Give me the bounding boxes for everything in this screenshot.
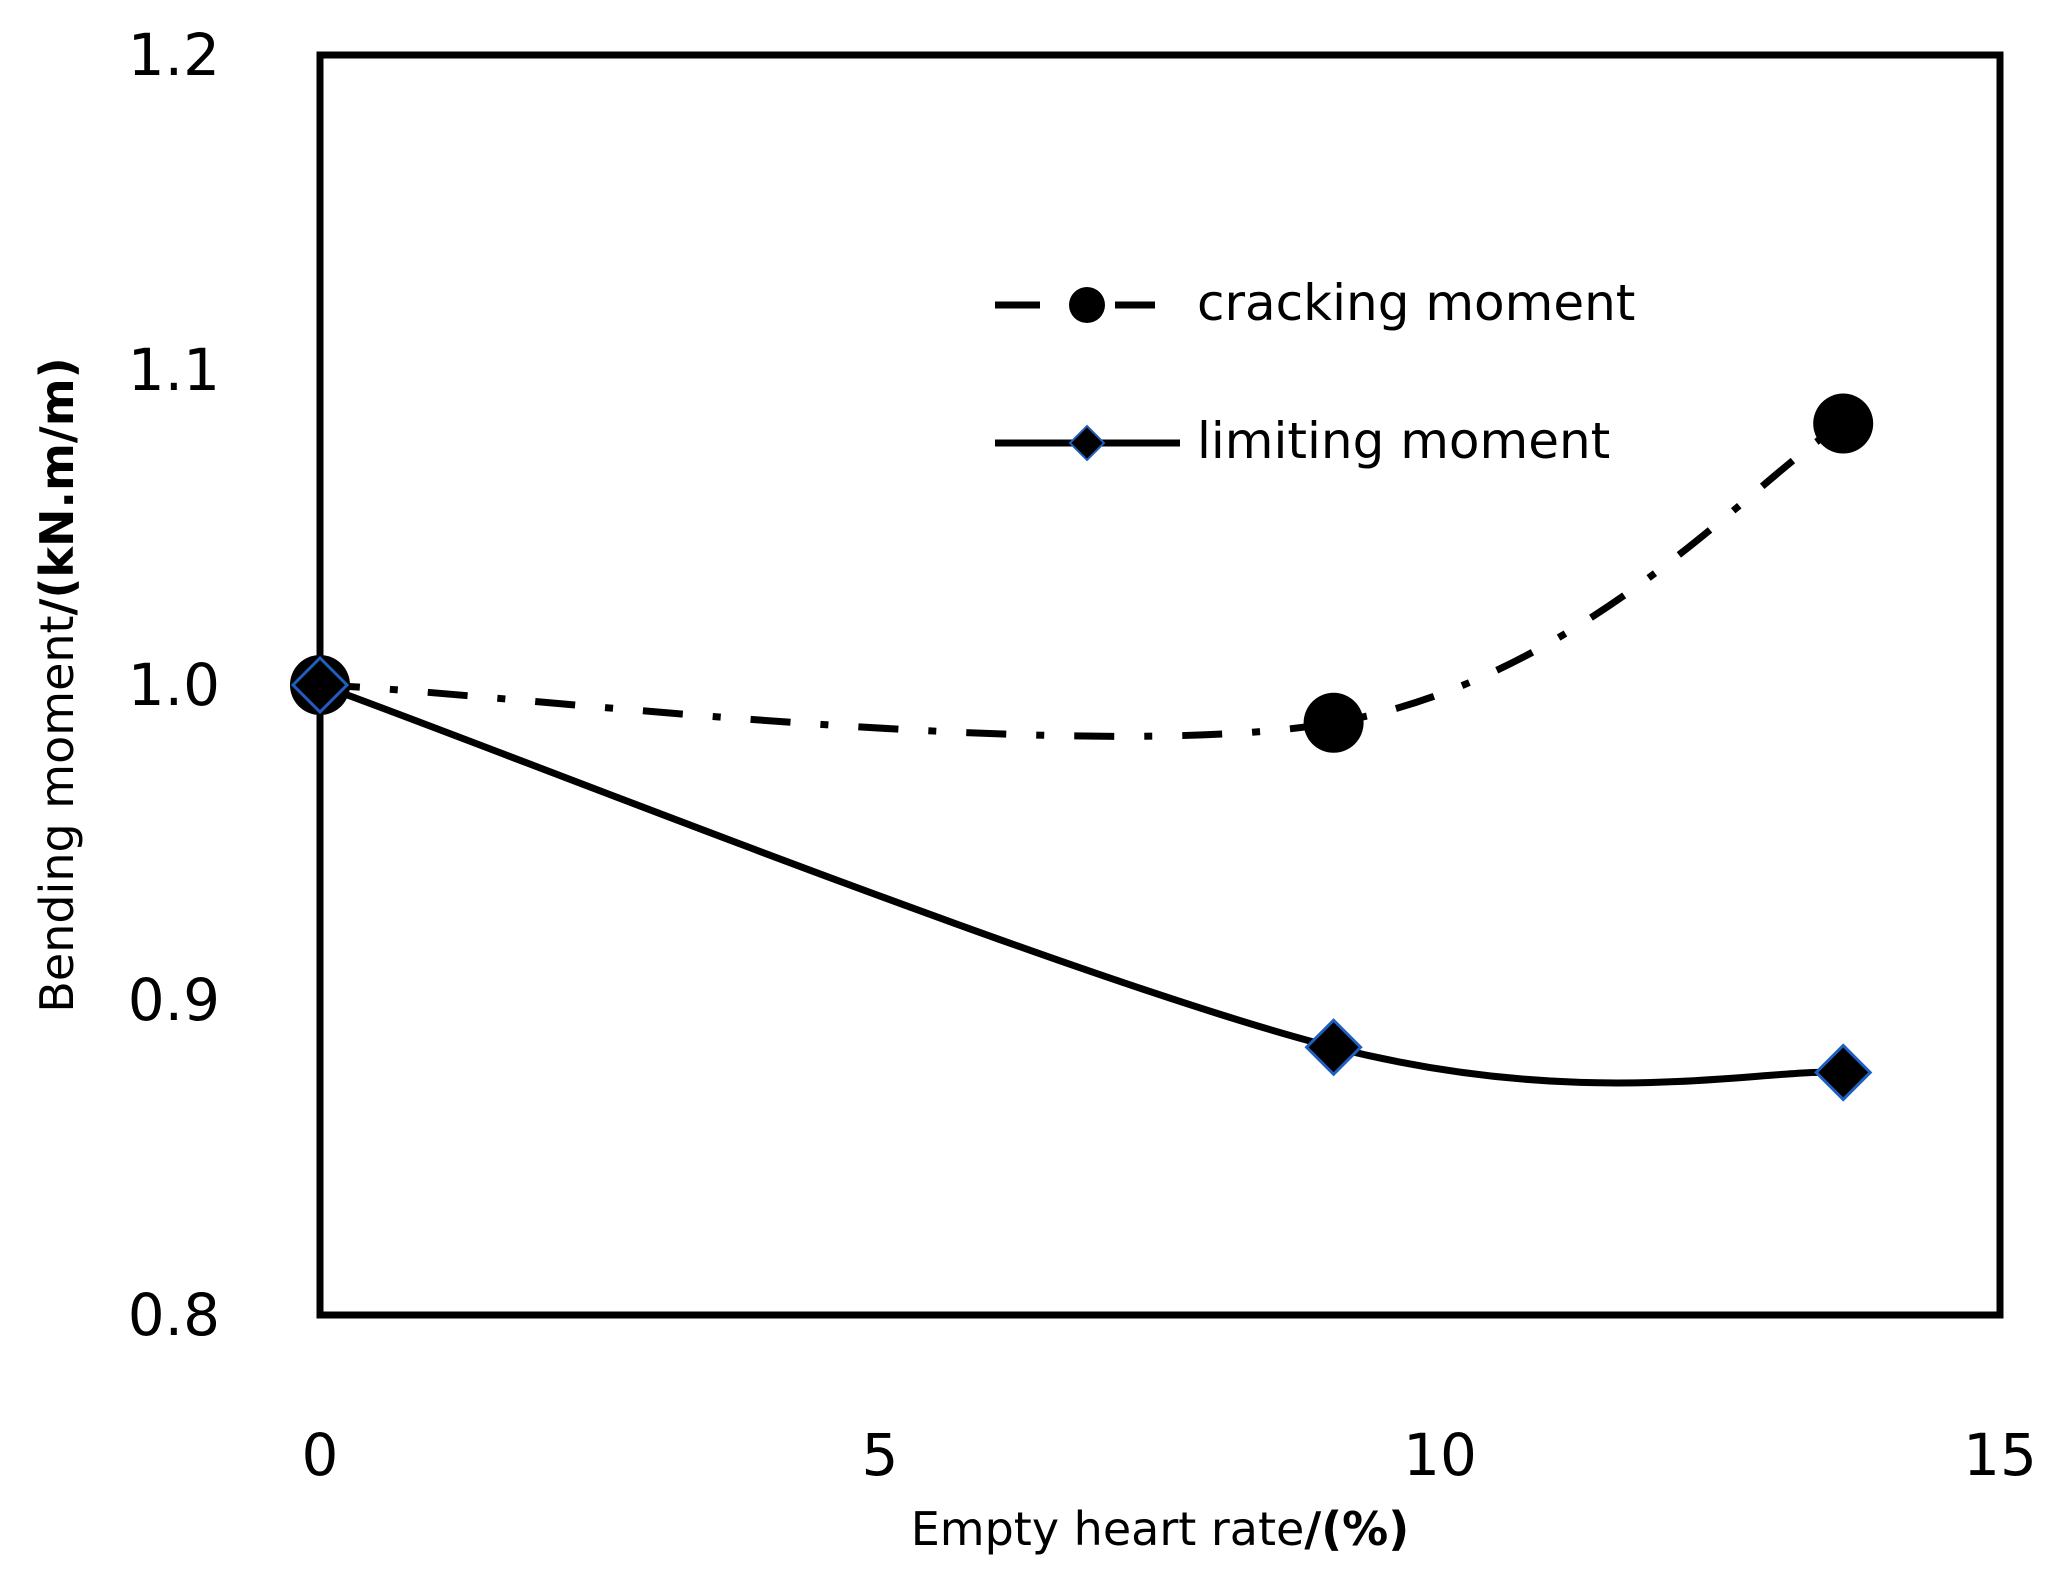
x-tick-label: 5	[862, 1421, 899, 1489]
data-point-circle	[1813, 393, 1874, 454]
legend-marker-circle	[1069, 287, 1105, 323]
x-tick-label: 15	[1963, 1421, 2037, 1489]
series-curves	[318, 420, 1845, 1087]
data-point-diamond	[290, 655, 350, 715]
x-tick-label: 10	[1403, 1421, 1477, 1489]
data-point-circle	[1303, 692, 1364, 753]
legend-label-cracking-moment: cracking moment	[1197, 274, 1635, 332]
y-tick-label: 1.0	[128, 651, 220, 719]
series-line-cracking-moment	[319, 420, 1845, 740]
legend-marker-diamond	[1068, 424, 1106, 462]
data-point-diamond	[1814, 1043, 1873, 1102]
y-tick-labels: 0.8 0.9 1.0 1.1 1.2	[128, 21, 220, 1349]
legend: cracking moment limiting moment	[995, 274, 1635, 470]
legend-entry-limiting-moment: limiting moment	[995, 412, 1610, 470]
y-tick-label: 0.9	[128, 966, 220, 1034]
x-axis-title: Empty heart rate/(%)	[911, 1502, 1410, 1556]
y-tick-label: 1.2	[128, 21, 220, 89]
x-tick-label: 0	[302, 1421, 339, 1489]
series-markers	[290, 393, 1874, 1102]
legend-label-limiting-moment: limiting moment	[1197, 412, 1610, 470]
y-tick-label: 0.8	[128, 1281, 220, 1349]
plot-frame	[316, 51, 2004, 1319]
legend-entry-cracking-moment: cracking moment	[995, 274, 1635, 332]
y-axis-title: Bending moment/(kN.m/m)	[30, 357, 84, 1012]
series-line-limiting-moment	[318, 681, 1844, 1087]
data-point-diamond	[1304, 1018, 1363, 1077]
x-tick-labels: 0 5 10 15	[302, 1421, 2037, 1489]
y-tick-label: 1.1	[128, 336, 220, 404]
